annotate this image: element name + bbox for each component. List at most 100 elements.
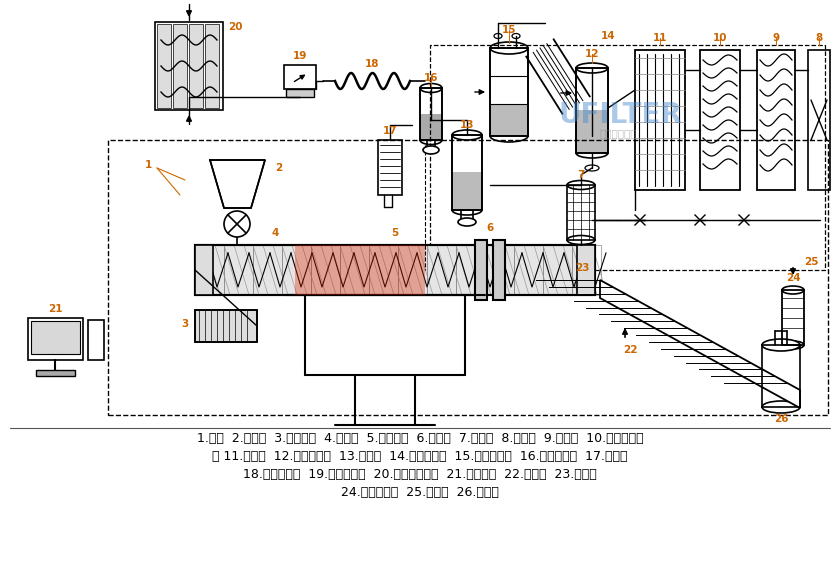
Bar — [808, 50, 830, 190]
Bar — [286, 89, 314, 97]
Bar — [757, 50, 795, 190]
Bar — [189, 24, 203, 108]
Ellipse shape — [762, 401, 800, 413]
Bar — [284, 65, 316, 89]
Bar — [762, 345, 800, 407]
Bar — [514, 245, 543, 295]
Bar — [398, 245, 427, 295]
Ellipse shape — [490, 130, 528, 142]
Text: 7: 7 — [577, 170, 585, 180]
Ellipse shape — [782, 341, 804, 349]
Text: 16: 16 — [423, 73, 438, 83]
Bar — [452, 135, 482, 210]
Bar — [224, 245, 253, 295]
Bar — [456, 245, 485, 295]
Text: 25: 25 — [804, 257, 818, 267]
Bar — [195, 245, 595, 295]
Bar — [452, 172, 482, 209]
Bar — [157, 24, 171, 108]
Bar — [700, 50, 740, 190]
Bar — [490, 48, 528, 136]
Text: 12: 12 — [585, 49, 599, 59]
Ellipse shape — [452, 205, 482, 215]
Text: 3: 3 — [181, 319, 189, 329]
Bar — [253, 245, 282, 295]
Text: 22: 22 — [622, 345, 638, 355]
Bar — [475, 240, 487, 300]
Bar — [493, 240, 505, 300]
Text: 1.料斗  2.关风器  3.调频电机  4.加热炉  5.输料螺旋  6.绝热环  7.过滤网  8.安全阀  9.预热炉  10.热解气裂解: 1.料斗 2.关风器 3.调频电机 4.加热炉 5.输料螺旋 6.绝热环 7.过… — [197, 432, 643, 445]
Bar — [378, 140, 402, 195]
Bar — [282, 245, 311, 295]
Bar — [490, 48, 528, 136]
Bar — [195, 310, 257, 342]
Text: 特有热解设备: 特有热解设备 — [599, 128, 637, 138]
Bar — [155, 22, 223, 110]
Text: 5: 5 — [391, 228, 399, 238]
Bar — [461, 210, 473, 222]
Bar — [430, 45, 825, 270]
Bar — [295, 245, 425, 295]
Polygon shape — [600, 280, 800, 408]
Bar — [427, 140, 435, 150]
Bar — [31, 321, 80, 354]
Ellipse shape — [512, 33, 520, 38]
Ellipse shape — [567, 236, 595, 245]
Text: 15: 15 — [501, 25, 517, 35]
Bar — [490, 104, 528, 136]
Bar — [543, 245, 572, 295]
Ellipse shape — [762, 339, 800, 351]
Bar — [572, 245, 601, 295]
Bar — [173, 24, 187, 108]
Bar — [577, 245, 595, 295]
Bar — [576, 68, 608, 153]
Ellipse shape — [576, 63, 608, 73]
Bar — [36, 370, 75, 376]
Bar — [576, 110, 608, 153]
Bar — [108, 140, 828, 415]
Text: 6: 6 — [486, 223, 494, 233]
Bar — [28, 318, 83, 360]
Ellipse shape — [423, 146, 439, 154]
Bar — [311, 245, 340, 295]
Bar — [427, 245, 456, 295]
Text: 18.盘管冷凝器  19.气体流量计  20.热解气燃烧器  21.控制系统  22.进水口  23.斜螺旋: 18.盘管冷凝器 19.气体流量计 20.热解气燃烧器 21.控制系统 22.进… — [243, 467, 597, 480]
Bar — [195, 245, 224, 295]
Ellipse shape — [576, 148, 608, 158]
Bar — [485, 245, 514, 295]
Bar — [88, 320, 104, 360]
Ellipse shape — [782, 286, 804, 294]
Text: 14: 14 — [601, 31, 616, 41]
Text: 21: 21 — [48, 304, 62, 314]
Bar — [420, 88, 442, 140]
Ellipse shape — [567, 180, 595, 189]
Ellipse shape — [420, 136, 442, 145]
Bar — [420, 88, 442, 140]
Text: 24.循环水套筒  25.出水口  26.集炭箱: 24.循环水套筒 25.出水口 26.集炭箱 — [341, 485, 499, 498]
Text: 10: 10 — [713, 33, 727, 43]
Bar — [340, 245, 369, 295]
Text: 20: 20 — [228, 22, 242, 32]
Text: UFILTER: UFILTER — [558, 101, 682, 129]
Text: 17: 17 — [383, 126, 397, 136]
Ellipse shape — [490, 42, 528, 54]
Text: 19: 19 — [293, 51, 307, 61]
Text: 18: 18 — [365, 59, 379, 69]
Bar — [195, 245, 213, 295]
Text: 器 11.换热器  12.油气分离器  13.储油罐  14.套管冷凝器  15.三相分离器  16.轻油收集罐  17.储水罐: 器 11.换热器 12.油气分离器 13.储油罐 14.套管冷凝器 15.三相分… — [213, 450, 627, 463]
Text: 4: 4 — [271, 228, 279, 238]
Polygon shape — [210, 160, 265, 208]
Bar — [576, 68, 608, 153]
Bar — [205, 24, 219, 108]
Bar — [782, 290, 804, 345]
Ellipse shape — [585, 165, 599, 171]
Bar — [369, 245, 398, 295]
Bar — [420, 114, 442, 139]
Text: 13: 13 — [459, 120, 475, 130]
Bar — [195, 310, 257, 342]
Circle shape — [224, 211, 250, 237]
Text: 2: 2 — [276, 163, 282, 173]
Bar — [567, 185, 595, 240]
Bar — [195, 245, 595, 295]
Ellipse shape — [452, 130, 482, 140]
